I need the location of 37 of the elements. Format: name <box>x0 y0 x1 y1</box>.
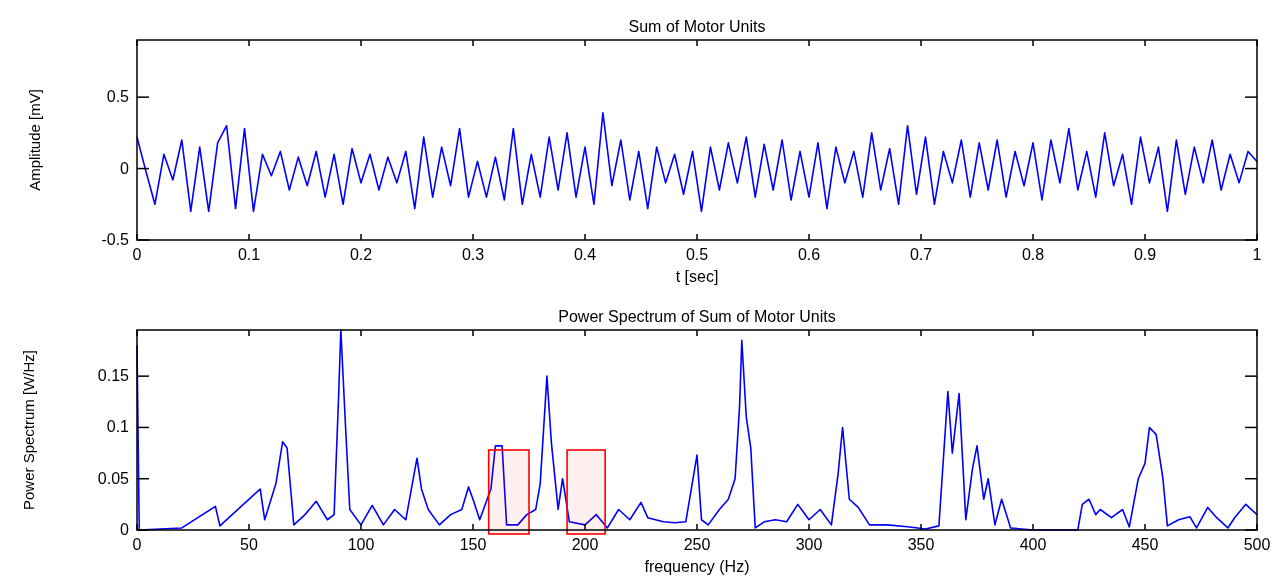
x-tick-label: 100 <box>347 536 375 553</box>
x-axis-title: frequency (Hz) <box>644 558 750 575</box>
x-tick-label: 450 <box>1131 536 1159 553</box>
x-axis-title: t [sec] <box>675 268 719 285</box>
x-tick-label: 0.2 <box>349 246 373 263</box>
y-tick-label: 0.1 <box>106 418 130 436</box>
x-tick-label: 0.8 <box>1021 246 1045 263</box>
x-tick-label: 200 <box>571 536 599 553</box>
x-tick-label: 500 <box>1243 536 1271 553</box>
x-tick-label: 0.6 <box>797 246 821 263</box>
x-tick-label: 50 <box>240 536 258 553</box>
x-tick-label: 250 <box>683 536 711 553</box>
x-tick-label: 300 <box>795 536 823 553</box>
x-tick-label: 1 <box>1252 246 1262 263</box>
y-tick-label: 0.15 <box>97 367 130 385</box>
line-series <box>136 112 1258 213</box>
y-axis-title: Power Spectrum [W/Hz] <box>20 349 37 511</box>
x-tick-label: 0.5 <box>685 246 709 263</box>
x-tick-label: 0.7 <box>909 246 933 263</box>
y-axis-title: Amplitude [mV] <box>26 89 43 191</box>
y-tick-label: 0.05 <box>97 469 130 487</box>
x-tick-label: 150 <box>459 536 487 553</box>
x-tick-label: 0 <box>132 536 142 553</box>
y-tick-label: 0.5 <box>106 88 130 106</box>
y-tick-label: 0 <box>120 159 130 177</box>
chart-title: Power Spectrum of Sum of Motor Units <box>558 308 836 325</box>
chart-title: Sum of Motor Units <box>628 18 766 35</box>
line-series <box>136 329 1258 531</box>
y-tick-label: -0.5 <box>101 231 130 248</box>
x-tick-label: 0.4 <box>573 246 597 263</box>
x-tick-label: 350 <box>907 536 935 553</box>
y-tick-label: 0 <box>120 521 130 538</box>
x-tick-label: 0.3 <box>461 246 485 263</box>
x-tick-label: 0 <box>132 246 142 263</box>
x-tick-label: 0.9 <box>1133 246 1157 263</box>
x-tick-label: 400 <box>1019 536 1047 553</box>
x-tick-label: 0.1 <box>237 246 261 263</box>
